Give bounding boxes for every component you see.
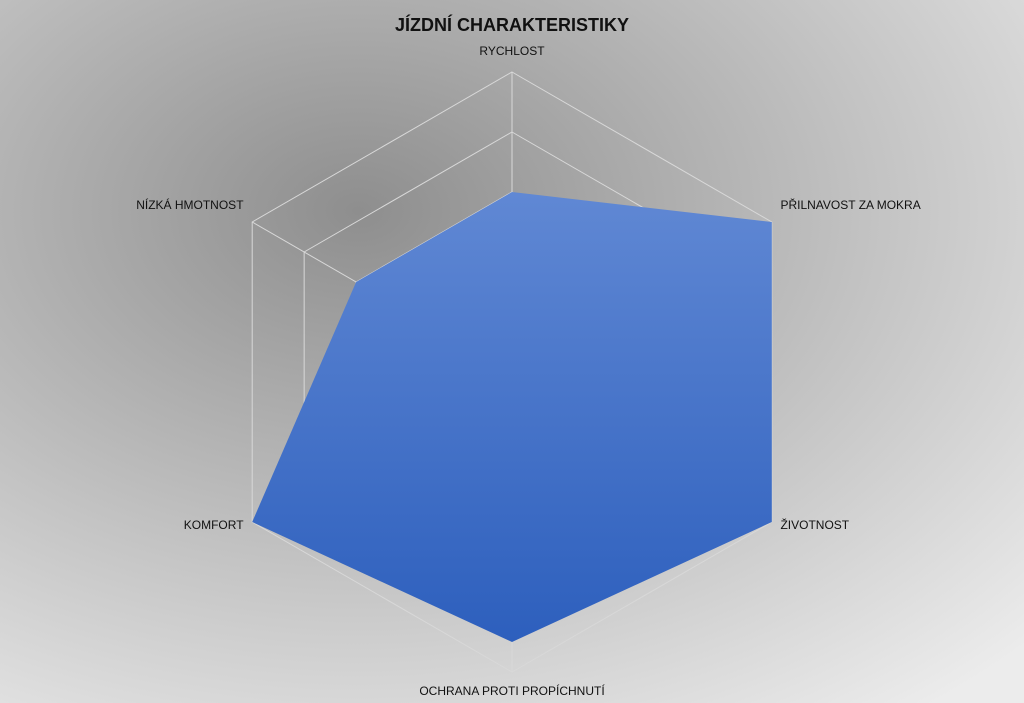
axis-label: NÍZKÁ HMOTNOST [136, 197, 244, 212]
data-area [252, 192, 772, 642]
axis-label: RYCHLOST [479, 44, 545, 58]
axis-label: KOMFORT [184, 518, 244, 532]
axis-label: PŘILNAVOST ZA MOKRA [780, 197, 920, 212]
axis-label: ŽIVOTNOST [780, 517, 849, 532]
chart-title: JÍZDNÍ CHARAKTERISTIKY [395, 14, 629, 35]
axis-label: OCHRANA PROTI PROPÍCHNUTÍ [419, 683, 605, 698]
